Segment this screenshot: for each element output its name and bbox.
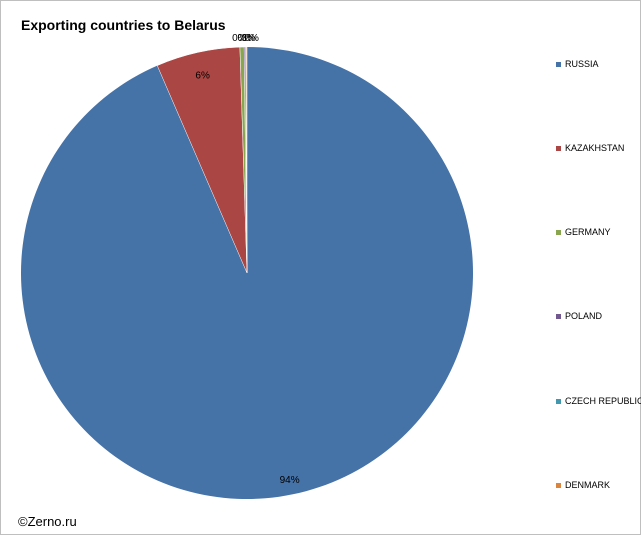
legend-label: GERMANY — [565, 227, 611, 237]
legend-swatch — [556, 313, 561, 319]
data-label-germany: 0% — [232, 33, 247, 44]
legend-swatch — [556, 229, 561, 235]
legend-item-poland: POLAND — [556, 311, 602, 321]
legend-item-germany: GERMANY — [556, 227, 611, 237]
pie-slice-denmark — [246, 46, 248, 274]
legend-item-kazakhstan: KAZAKHSTAN — [556, 143, 624, 153]
data-label-russia: 94% — [280, 475, 300, 486]
data-label-kazakhstan: 6% — [195, 70, 210, 81]
data-label-poland: 0% — [238, 33, 253, 44]
legend-label: DENMARK — [565, 480, 611, 490]
watermark: ©Zerno.ru — [18, 514, 77, 529]
legend-swatch — [556, 61, 561, 67]
data-label-denmark: 0% — [244, 33, 259, 44]
legend-swatch — [556, 398, 561, 404]
legend-item-russia: RUSSIA — [556, 59, 599, 69]
chart-title: Exporting countries to Belarus — [21, 17, 226, 33]
legend-item-denmark: DENMARK — [556, 480, 610, 490]
legend-item-czech-republic: CZECH REPUBLIC — [556, 396, 641, 406]
legend-swatch — [556, 482, 561, 488]
legend-label: CZECH REPUBLIC — [565, 396, 641, 406]
legend-label: POLAND — [565, 311, 603, 321]
legend-label: KAZAKHSTAN — [565, 143, 625, 153]
data-label-czech-republic: 0% — [241, 33, 256, 44]
legend-label: RUSSIA — [565, 59, 599, 69]
legend-swatch — [556, 145, 561, 151]
